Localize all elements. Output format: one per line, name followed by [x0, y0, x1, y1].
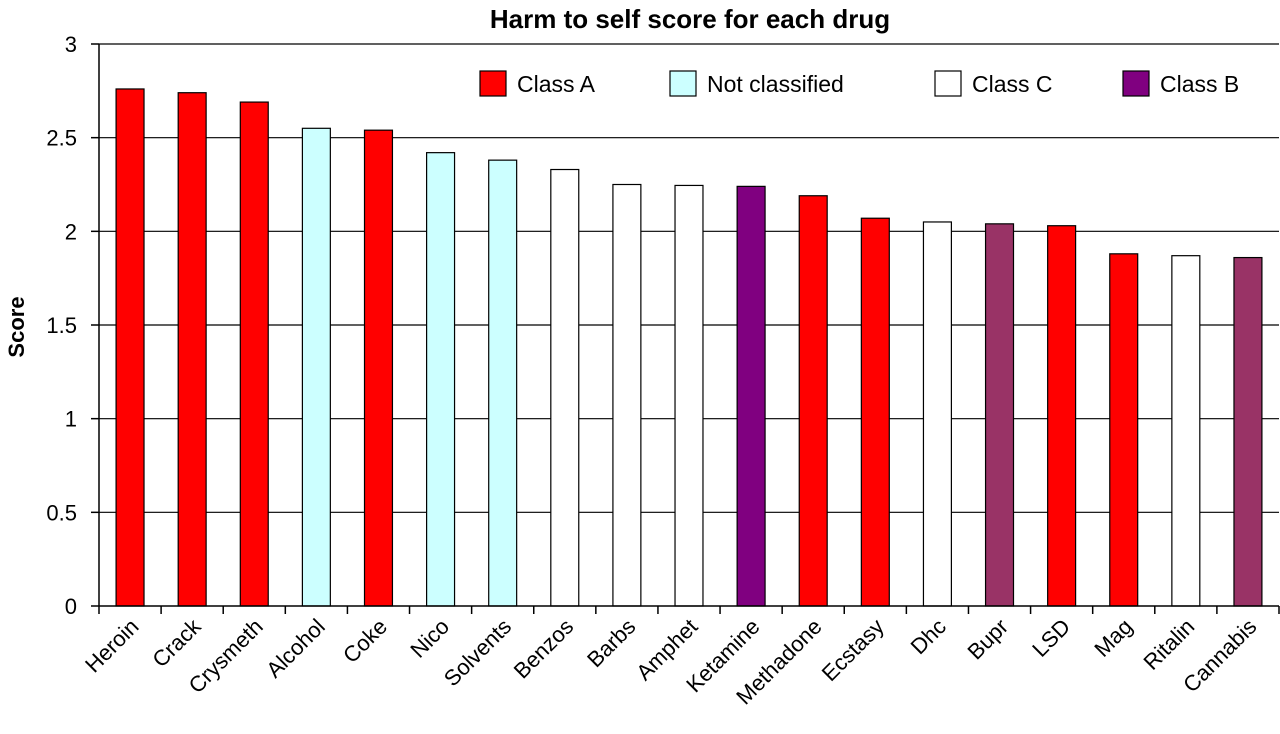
y-tick-label: 1 [65, 407, 77, 432]
x-tick-label: Barbs [582, 614, 640, 672]
legend-label: Class B [1160, 71, 1239, 97]
legend-item: Class B [1122, 70, 1239, 97]
bar-nico [426, 152, 456, 607]
y-tick-labels: 0 0.5 1 1.5 2 2.5 3 [46, 32, 77, 619]
bar-dhc [922, 221, 952, 607]
bar-benzos [550, 168, 580, 607]
bar-barbs [612, 183, 642, 607]
bar-mag [1109, 253, 1139, 607]
bar-solvents [488, 159, 518, 607]
legend-item: Class A [479, 70, 596, 97]
axes [91, 43, 1280, 614]
bar-crack [177, 92, 207, 607]
bars [115, 88, 1263, 607]
x-tick-label: Nico [405, 614, 454, 663]
bar-heroin [115, 88, 145, 607]
x-tick-label: Solvents [439, 614, 516, 691]
y-tick-label: 0.5 [46, 500, 77, 525]
bar-cannabis [1233, 256, 1263, 607]
x-tick-label: LSD [1027, 614, 1075, 662]
legend-swatch [1122, 70, 1150, 97]
y-axis-label: Score [4, 296, 29, 357]
legend-label: Class C [972, 71, 1053, 97]
legend-swatch [479, 70, 507, 97]
bar-crysmeth [239, 101, 269, 607]
x-tick-label: Mag [1089, 614, 1137, 662]
legend-swatch [669, 70, 697, 97]
legend-label: Not classified [707, 71, 844, 97]
y-tick-label: 1.5 [46, 313, 77, 338]
legend-item: Not classified [669, 70, 844, 97]
x-tick-label: Bupr [963, 614, 1014, 665]
x-tick-label: Heroin [80, 614, 144, 678]
legend: Class A Not classified Class C Class B [479, 70, 1239, 97]
bar-ecstasy [860, 217, 890, 607]
y-tick-label: 2.5 [46, 126, 77, 151]
bar-methadone [798, 195, 828, 607]
legend-label: Class A [517, 71, 596, 97]
x-tick-label: Ecstasy [817, 614, 889, 686]
y-tick-label: 0 [65, 594, 77, 619]
legend-swatch [934, 70, 962, 97]
bar-ritalin [1171, 255, 1201, 607]
bar-lsd [1047, 225, 1077, 607]
y-tick-label: 3 [65, 32, 77, 57]
chart-title: Harm to self score for each drug [490, 4, 890, 34]
bar-amphet [674, 184, 704, 607]
bar-bupr [984, 223, 1015, 607]
x-tick-label: Benzos [509, 614, 579, 684]
x-tick-label: Ritalin [1138, 614, 1199, 675]
x-tick-label: Alcohol [261, 614, 330, 683]
y-tick-label: 2 [65, 219, 77, 244]
x-tick-label: Crack [147, 613, 206, 672]
bar-alcohol [301, 127, 331, 607]
x-tick-label: Dhc [906, 614, 951, 659]
bar-coke [363, 129, 394, 607]
bar-ketamine [736, 185, 766, 607]
x-tick-label: Coke [338, 614, 392, 668]
legend-item: Class C [934, 70, 1053, 97]
